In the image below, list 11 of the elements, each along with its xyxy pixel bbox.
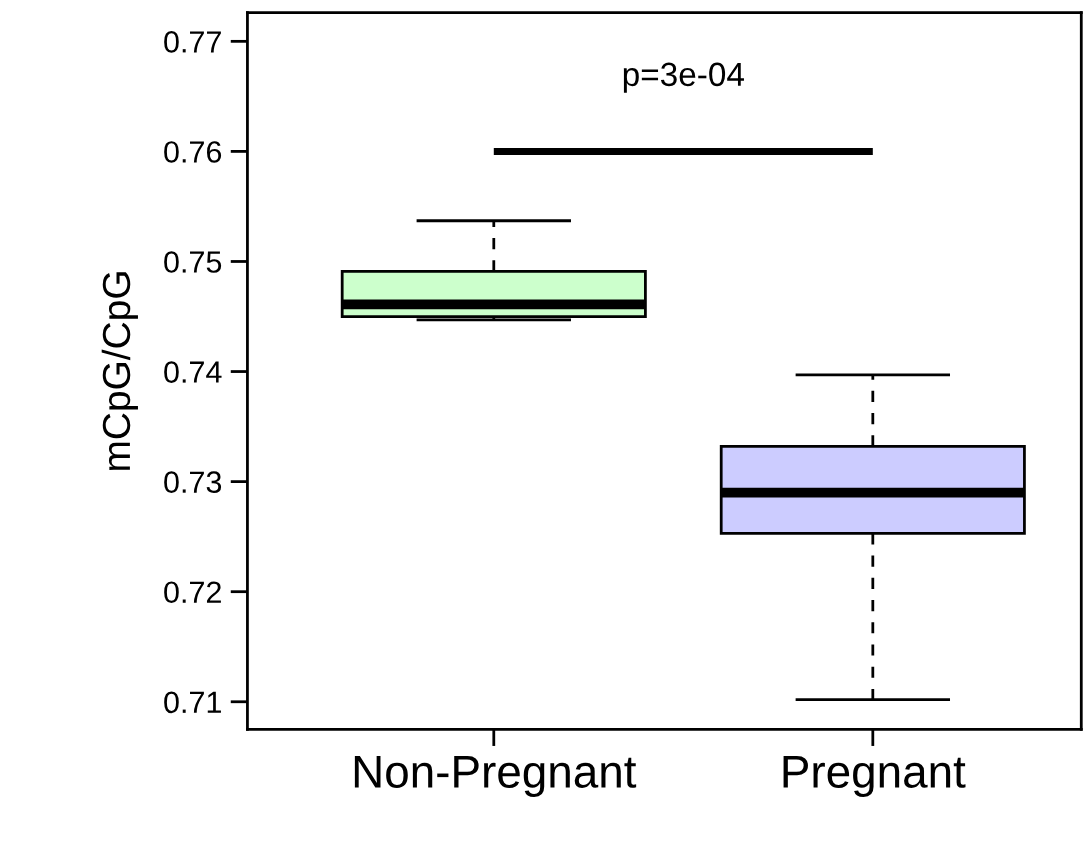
- y-tick-label: 0.74: [164, 361, 222, 383]
- y-tick-label: 0.71: [164, 691, 221, 714]
- x-tick-label: Non-Pregnant: [354, 755, 637, 798]
- y-tick-label: 0.72: [164, 581, 221, 604]
- y-tick-label: 0.77: [164, 31, 221, 53]
- x-tick-label: Pregnant: [783, 755, 966, 798]
- y-axis-title: mCpG/CpG: [101, 272, 138, 470]
- y-tick-label: 0.75: [164, 251, 222, 273]
- y-tick-label: 0.76: [164, 141, 222, 163]
- annotation: p=3e-04: [623, 62, 744, 93]
- y-tick-label: 0.73: [164, 471, 222, 493]
